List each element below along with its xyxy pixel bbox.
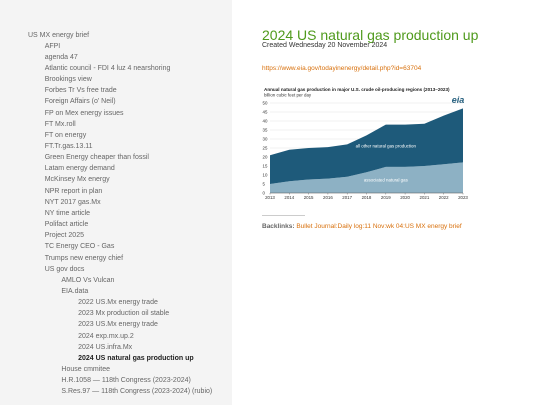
backlinks: Backlinks: Bullet Journal:Daily log:11 N… bbox=[262, 223, 462, 230]
tree-item[interactable]: 2023 Mx production oil stable bbox=[78, 310, 170, 318]
tree-item[interactable]: Brookings view bbox=[44, 76, 92, 84]
x-tick-label: 2015 bbox=[304, 195, 314, 200]
tree-item[interactable]: 2024 US natural gas production up bbox=[78, 354, 194, 362]
y-tick-label: 0 bbox=[263, 191, 266, 196]
x-tick-label: 2019 bbox=[381, 195, 391, 200]
y-tick-label: 35 bbox=[263, 128, 268, 133]
x-tick-label: 2018 bbox=[362, 195, 372, 200]
created-date: Created Wednesday 20 November 2024 bbox=[262, 42, 388, 49]
tree-item[interactable]: Project 2025 bbox=[44, 232, 84, 240]
tree-item[interactable]: agenda 47 bbox=[44, 53, 78, 61]
tree-item[interactable]: 2023 US.Mx energy trade bbox=[78, 321, 158, 329]
x-tick-label: 2021 bbox=[420, 195, 430, 200]
x-tick-label: 2013 bbox=[265, 195, 275, 200]
backlink[interactable]: Bullet Journal:Daily log:11 Nov:wk 04:US… bbox=[296, 223, 462, 230]
y-tick-label: 15 bbox=[263, 164, 268, 169]
y-tick-label: 5 bbox=[263, 182, 266, 187]
tree-item[interactable]: AFPI bbox=[44, 42, 61, 50]
tree-item[interactable]: S.Res.97 — 118th Congress (2023-2024) (r… bbox=[61, 388, 213, 396]
y-tick-label: 20 bbox=[263, 155, 268, 160]
backlinks-label: Backlinks: bbox=[262, 223, 295, 230]
sidebar: US MX energy brief AFPI agenda 47 Atlantic … bbox=[0, 0, 232, 405]
divider bbox=[262, 215, 305, 216]
tree-item[interactable]: NY time article bbox=[44, 209, 91, 217]
y-tick-label: 30 bbox=[263, 137, 268, 142]
tree-item[interactable]: Foreign Affairs (o' Neil) bbox=[44, 98, 116, 106]
y-tick-label: 25 bbox=[263, 146, 268, 151]
source-link[interactable]: https://www.eia.gov/todayinenergy/detail… bbox=[262, 65, 422, 72]
y-tick-label: 50 bbox=[263, 101, 268, 106]
area bbox=[270, 162, 463, 193]
chart: Annual natural gas production in major U… bbox=[262, 85, 468, 205]
chart-subtitle: billion cubic feet per day bbox=[264, 93, 312, 98]
y-tick-label: 45 bbox=[263, 110, 268, 115]
tree-item[interactable]: FT.Tr.gas.13.11 bbox=[44, 143, 93, 150]
tree-item[interactable]: NYT 2017 gas.Mx bbox=[44, 198, 101, 206]
tree-item[interactable]: 2024 US.infra.Mx bbox=[78, 343, 133, 351]
chart-title: Annual natural gas production in major U… bbox=[264, 87, 450, 92]
tree-item[interactable]: FT Mx.roll bbox=[44, 120, 76, 128]
x-tick-label: 2022 bbox=[439, 195, 449, 200]
x-tick-label: 2020 bbox=[400, 195, 410, 200]
x-tick-label: 2014 bbox=[284, 195, 294, 200]
tree-item[interactable]: Green Energy cheaper than fossil bbox=[44, 154, 149, 162]
main-panel: 2024 US natural gas production up Create… bbox=[262, 0, 522, 405]
area bbox=[270, 108, 463, 184]
eia-logo: eia bbox=[452, 95, 465, 105]
tree-item[interactable]: Polifact article bbox=[44, 221, 89, 229]
tree-item[interactable]: EIA.data bbox=[61, 287, 89, 295]
page-title: 2024 US natural gas production up bbox=[262, 27, 479, 43]
tree-item[interactable]: Latam energy demand bbox=[44, 165, 115, 173]
x-tick-label: 2017 bbox=[342, 195, 352, 200]
y-tick-label: 40 bbox=[263, 119, 268, 124]
x-tick-label: 2016 bbox=[323, 195, 333, 200]
tree-item[interactable]: Forbes Tr Vs free trade bbox=[44, 87, 117, 95]
tree-item[interactable]: House cmmitee bbox=[61, 366, 111, 373]
tree-item[interactable]: 2024 exp.mx.up.2 bbox=[78, 332, 134, 340]
area-label: all other natural gas production bbox=[356, 143, 417, 148]
tree-item[interactable]: 2022 US.Mx energy trade bbox=[78, 299, 158, 307]
tree-item[interactable]: FP on Mex energy issues bbox=[44, 109, 124, 117]
tree-item[interactable]: AMLO Vs Vulcan bbox=[61, 276, 115, 284]
tree-item[interactable]: US gov docs bbox=[44, 265, 85, 273]
area-label: associated natural gas bbox=[364, 177, 409, 182]
tree-item[interactable]: NPR report in plan bbox=[44, 187, 103, 195]
tree-item[interactable]: FT on energy bbox=[44, 131, 87, 139]
x-tick-label: 2023 bbox=[458, 195, 468, 200]
tree-item[interactable]: H.R.1058 — 118th Congress (2023-2024) bbox=[61, 377, 191, 385]
tree-item[interactable]: Trumps new energy chief bbox=[44, 254, 124, 262]
y-tick-label: 10 bbox=[263, 173, 268, 178]
tree-item[interactable]: Atlantic council - FDI 4 luz 4 nearshori… bbox=[44, 64, 171, 72]
tree-item[interactable]: TC Energy CEO - Gas bbox=[44, 243, 115, 251]
tree-item[interactable]: US MX energy brief bbox=[28, 31, 90, 39]
tree-item[interactable]: McKinsey Mx energy bbox=[44, 176, 110, 184]
